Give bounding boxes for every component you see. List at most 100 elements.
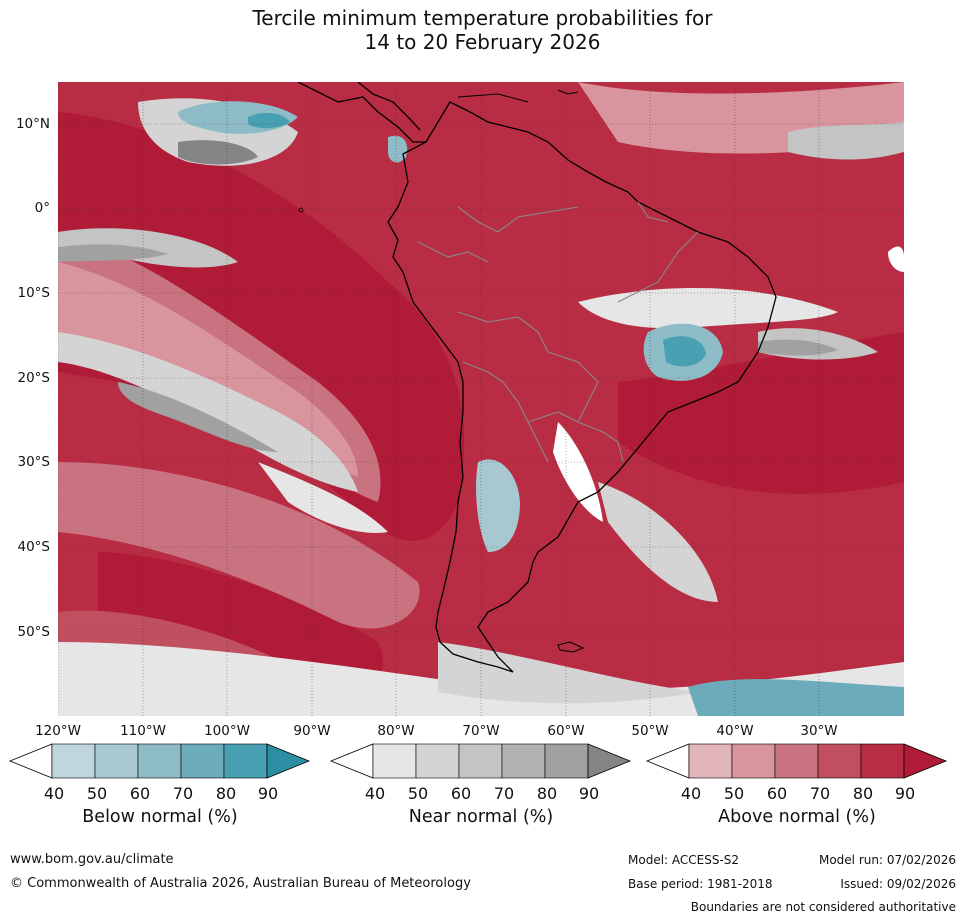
colorbar-tick: 90 [257, 784, 279, 803]
map-title-line1: Tercile minimum temperature probabilitie… [252, 6, 713, 30]
central-america-coastline [297, 82, 426, 143]
colorbar-tick: 60 [129, 784, 151, 803]
colorbar-tick: 40 [680, 784, 702, 803]
lat-label: 0° [34, 200, 50, 216]
below-normal-region [688, 679, 904, 716]
neutral-region [888, 246, 904, 272]
colorbar-tick: 80 [536, 784, 558, 803]
lon-label: 90°W [293, 723, 331, 739]
model-text: Model: ACCESS-S2 [628, 853, 740, 867]
colorbar-swatch [544, 743, 589, 779]
boundaries-note: Boundaries are not considered authoritat… [690, 900, 956, 914]
colorbar-below-normal-title: Below normal (%) [82, 807, 238, 827]
neutral-region [553, 422, 603, 522]
light-red-region [58, 462, 420, 629]
lat-label: 40°S [17, 539, 51, 555]
lon-label: 80°W [377, 723, 415, 739]
lon-label: 40°W [716, 723, 754, 739]
colorbar-tick: 50 [723, 784, 745, 803]
near-normal-region [58, 244, 168, 262]
colorbar-swatch [817, 743, 862, 779]
colorbar-swatch [180, 743, 225, 779]
colorbar-swatch [415, 743, 460, 779]
colorbar-above-normal-swatches [645, 743, 948, 779]
colorbar-swatch [645, 743, 690, 779]
colorbar-above-normal-title: Above normal (%) [718, 807, 876, 827]
colorbar-tick: 70 [172, 784, 194, 803]
colorbar-near-normal-swatches [329, 743, 632, 779]
colorbar-tick: 80 [852, 784, 874, 803]
near-normal-region [58, 332, 358, 492]
colorbar-swatch [51, 743, 96, 779]
near-normal-region [178, 140, 258, 165]
lat-label: 20°S [17, 370, 51, 386]
central-america-coastline [357, 82, 421, 131]
colorbar-tick: 70 [493, 784, 515, 803]
colorbar-tick: 60 [450, 784, 472, 803]
colorbar-swatch [8, 743, 53, 779]
colorbar-swatch [223, 743, 268, 779]
below-normal-region [388, 135, 408, 163]
colorbar-swatch [774, 743, 819, 779]
colorbar-tick: 70 [809, 784, 831, 803]
model-run-text: Model run: 07/02/2026 [818, 853, 956, 867]
falkland-islands [557, 641, 585, 653]
colorbar-tick: 40 [43, 784, 65, 803]
colorbar-tick: 90 [578, 784, 600, 803]
colorbar-swatch [329, 743, 374, 779]
colorbar-swatch [860, 743, 905, 779]
colorbar-swatch [372, 743, 417, 779]
colorbar-tick: 60 [766, 784, 788, 803]
lat-label: 10°S [17, 285, 51, 301]
near-normal-region [118, 382, 278, 452]
colorbar-near-normal-title: Near normal (%) [408, 807, 554, 827]
colorbar-swatch [458, 743, 503, 779]
country-borders [417, 201, 699, 463]
colorbar-swatch [688, 743, 733, 779]
lon-label: 50°W [631, 723, 669, 739]
lon-label: 70°W [462, 723, 500, 739]
colorbar-swatch [903, 743, 948, 779]
near-normal-region [758, 339, 838, 356]
caribbean-islands [457, 93, 529, 103]
lon-label: 110°W [120, 723, 166, 739]
issued-text: Issued: 09/02/2026 [840, 877, 956, 891]
lat-label: 50°S [17, 624, 51, 640]
base-period-text: Base period: 1981-2018 [628, 877, 773, 891]
map-title-line2: 14 to 20 February 2026 [364, 30, 601, 54]
caribbean-islands [557, 89, 579, 95]
map-canvas [58, 82, 904, 716]
colorbar-swatch [587, 743, 632, 779]
colorbar-tick: 50 [407, 784, 429, 803]
lon-label: 30°W [800, 723, 838, 739]
colorbar-tick: 80 [215, 784, 237, 803]
galapagos-islands [298, 207, 304, 213]
near-normal-region [598, 482, 718, 602]
lon-label: 60°W [547, 723, 585, 739]
lon-label: 100°W [204, 723, 250, 739]
near-normal-region [438, 642, 698, 704]
lat-label: 30°S [17, 454, 51, 470]
copyright-text: © Commonwealth of Australia 2026, Austra… [10, 876, 471, 891]
near-normal-region [578, 288, 838, 329]
probability-map [58, 82, 904, 716]
south-america-coastline [387, 101, 777, 673]
colorbar-swatch [731, 743, 776, 779]
lat-label: 10°N [15, 116, 50, 132]
near-normal-region [58, 228, 238, 268]
near-normal-region [258, 462, 388, 533]
colorbar-tick: 90 [894, 784, 916, 803]
colorbar-tick: 40 [364, 784, 386, 803]
below-normal-region [476, 459, 520, 552]
website-link[interactable]: www.bom.gov.au/climate [10, 852, 174, 867]
lon-label: 120°W [35, 723, 81, 739]
below-normal-region [663, 336, 706, 367]
colorbar-swatch [501, 743, 546, 779]
near-normal-region [788, 122, 904, 160]
colorbar-swatch [94, 743, 139, 779]
below-normal-region [248, 112, 290, 129]
colorbar-swatch [266, 743, 311, 779]
colorbar-tick: 50 [86, 784, 108, 803]
colorbar-swatch [137, 743, 182, 779]
colorbar-below-normal-swatches [8, 743, 311, 779]
